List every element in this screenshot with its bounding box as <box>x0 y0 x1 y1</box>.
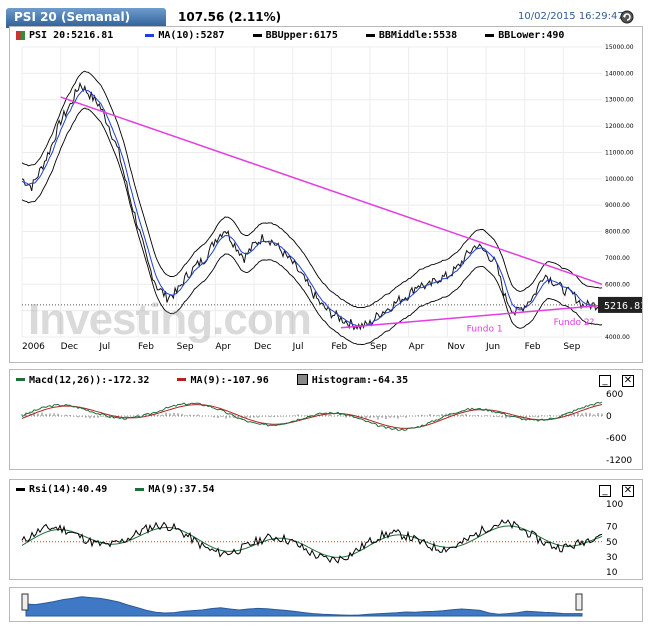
trendline <box>340 304 603 329</box>
legend-item-bbupper: BBUpper:6175 <box>252 30 338 41</box>
ma10-line <box>21 88 603 327</box>
psi-swatch-icon <box>16 30 25 40</box>
rsi-legend: Rsi(14):40.49 MA(9):37.54 <box>16 484 215 495</box>
bbupper-swatch-icon <box>252 33 262 37</box>
price-line <box>21 81 603 331</box>
refresh-icon[interactable] <box>620 9 634 24</box>
x-tick-label: Dec <box>254 342 271 352</box>
macd-ma-swatch-icon <box>177 378 187 381</box>
navigator-chart[interactable] <box>10 588 642 621</box>
rsi-swatch-icon <box>16 487 25 491</box>
histogram-swatch-icon <box>296 374 308 385</box>
x-tick-label: Sep <box>370 342 387 352</box>
range-navigator[interactable] <box>9 587 643 622</box>
legend-item-psi20: PSI 20:5216.81 <box>16 30 113 41</box>
x-tick-label: Feb <box>525 342 541 352</box>
x-tick-label: Nov <box>447 342 465 352</box>
y-tick-label: 4000.00 <box>605 334 630 341</box>
macd-legend: Macd(12,26)):-172.32 MA(9):-107.96 Histo… <box>16 374 408 386</box>
x-tick-label: Sep <box>177 342 194 352</box>
trendline <box>60 96 603 285</box>
y-tick-label: 12000.00 <box>605 123 634 130</box>
chart-title-tab[interactable]: PSI 20 (Semanal) <box>6 8 166 28</box>
x-tick-label: Jul <box>98 342 110 352</box>
x-tick-label: Sep <box>563 342 580 352</box>
ma-swatch-icon <box>145 33 155 37</box>
y-tick-label: 6000.00 <box>605 281 630 288</box>
legend-item-bbmiddle: BBMiddle:5538 <box>365 30 457 41</box>
y-tick-label: 11000.00 <box>605 149 634 156</box>
y-tick-label: 14000.00 <box>605 70 634 77</box>
y-tick-label: 13000.00 <box>605 97 634 104</box>
y-tick-label: 9000.00 <box>605 202 630 209</box>
legend-item-bblower: BBLower:490 <box>485 30 564 41</box>
macd-y-label: 0 <box>606 412 612 422</box>
minimize-button[interactable]: _ <box>599 485 611 497</box>
rsi-line <box>21 519 603 564</box>
bblower-swatch-icon <box>485 33 495 37</box>
close-button[interactable]: ✕ <box>622 375 634 387</box>
y-tick-label: 7000.00 <box>605 255 630 262</box>
annotation-fundo1: Fundo 1 <box>467 325 503 335</box>
price-change: 107.56 (2.11%) <box>178 10 282 24</box>
x-tick-label: Dec <box>61 342 78 352</box>
legend-item-ma10: MA(10):5287 <box>145 30 225 41</box>
rsi-ma-swatch-icon <box>135 487 145 491</box>
watermark-logo: Investing.com <box>28 295 312 344</box>
x-tick-label: Jun <box>485 342 500 352</box>
legend-item-macd: Macd(12,26)):-172.32 <box>16 375 149 386</box>
x-tick-label: Feb <box>138 342 154 352</box>
x-tick-label: Apr <box>409 342 425 352</box>
rsi-y-label: 30 <box>606 553 618 563</box>
macd-y-label: -1200 <box>606 456 632 466</box>
macd-swatch-icon <box>16 378 25 381</box>
macd-line <box>21 401 603 431</box>
x-tick-label: Jul <box>292 342 304 352</box>
bb-upper-line <box>21 70 603 309</box>
x-tick-label: 2006 <box>22 342 45 352</box>
navigator-left-handle[interactable] <box>21 593 29 611</box>
bb-lower-line <box>21 107 603 345</box>
macd-y-label: 600 <box>606 390 623 400</box>
legend-item-rsi: Rsi(14):40.49 <box>16 484 107 495</box>
rsi-ma-line <box>21 525 603 558</box>
y-tick-label: 8000.00 <box>605 229 630 236</box>
rsi-panel[interactable]: Rsi(14):40.49 MA(9):37.54 _ ✕ 100 70 50 30 1… <box>9 479 643 580</box>
rsi-y-label: 70 <box>606 523 618 533</box>
main-legend: PSI 20:5216.81 MA(10):5287 BBUpper:6175 … <box>16 30 564 41</box>
macd-chart[interactable]: 600 0 -600 -1200 <box>10 390 642 468</box>
navigator-right-handle[interactable] <box>575 593 583 611</box>
y-tick-label: 15000.00 <box>605 44 634 51</box>
minimize-button[interactable]: _ <box>599 375 611 387</box>
timestamp: 10/02/2015 16:29:47 <box>518 11 624 22</box>
price-chart[interactable]: 15000.00 14000.00 13000.00 12000.00 11000.00… <box>10 41 642 361</box>
main-chart-panel[interactable]: PSI 20:5216.81 MA(10):5287 BBUpper:6175 … <box>9 26 643 363</box>
x-tick-label: Apr <box>215 342 231 352</box>
rsi-chart[interactable]: 100 70 50 30 10 <box>10 500 642 578</box>
title-bar: PSI 20 (Semanal) 107.56 (2.11%) 10/02/20… <box>0 0 650 30</box>
rsi-y-label: 100 <box>606 500 623 510</box>
legend-item-macd-ma: MA(9):-107.96 <box>177 375 269 386</box>
legend-item-rsi-ma: MA(9):37.54 <box>135 484 215 495</box>
close-button[interactable]: ✕ <box>622 485 634 497</box>
chart-title: PSI 20 (Semanal) <box>14 10 131 24</box>
rsi-y-label: 50 <box>606 538 618 548</box>
navigator-area <box>25 596 583 617</box>
bbmiddle-swatch-icon <box>365 33 375 37</box>
annotation-fundo2: Fundo 2? <box>554 318 595 328</box>
macd-y-label: -600 <box>606 434 627 444</box>
price-tag-bg <box>598 296 642 313</box>
macd-signal-line <box>21 404 603 429</box>
price-tag: 5216.81 <box>604 301 642 312</box>
x-tick-label: Feb <box>331 342 347 352</box>
macd-panel[interactable]: Macd(12,26)):-172.32 MA(9):-107.96 Histo… <box>9 369 643 470</box>
y-tick-label: 10000.00 <box>605 176 634 183</box>
rsi-y-label: 10 <box>606 568 618 578</box>
legend-item-histogram: Histogram:-64.35 <box>296 374 408 386</box>
